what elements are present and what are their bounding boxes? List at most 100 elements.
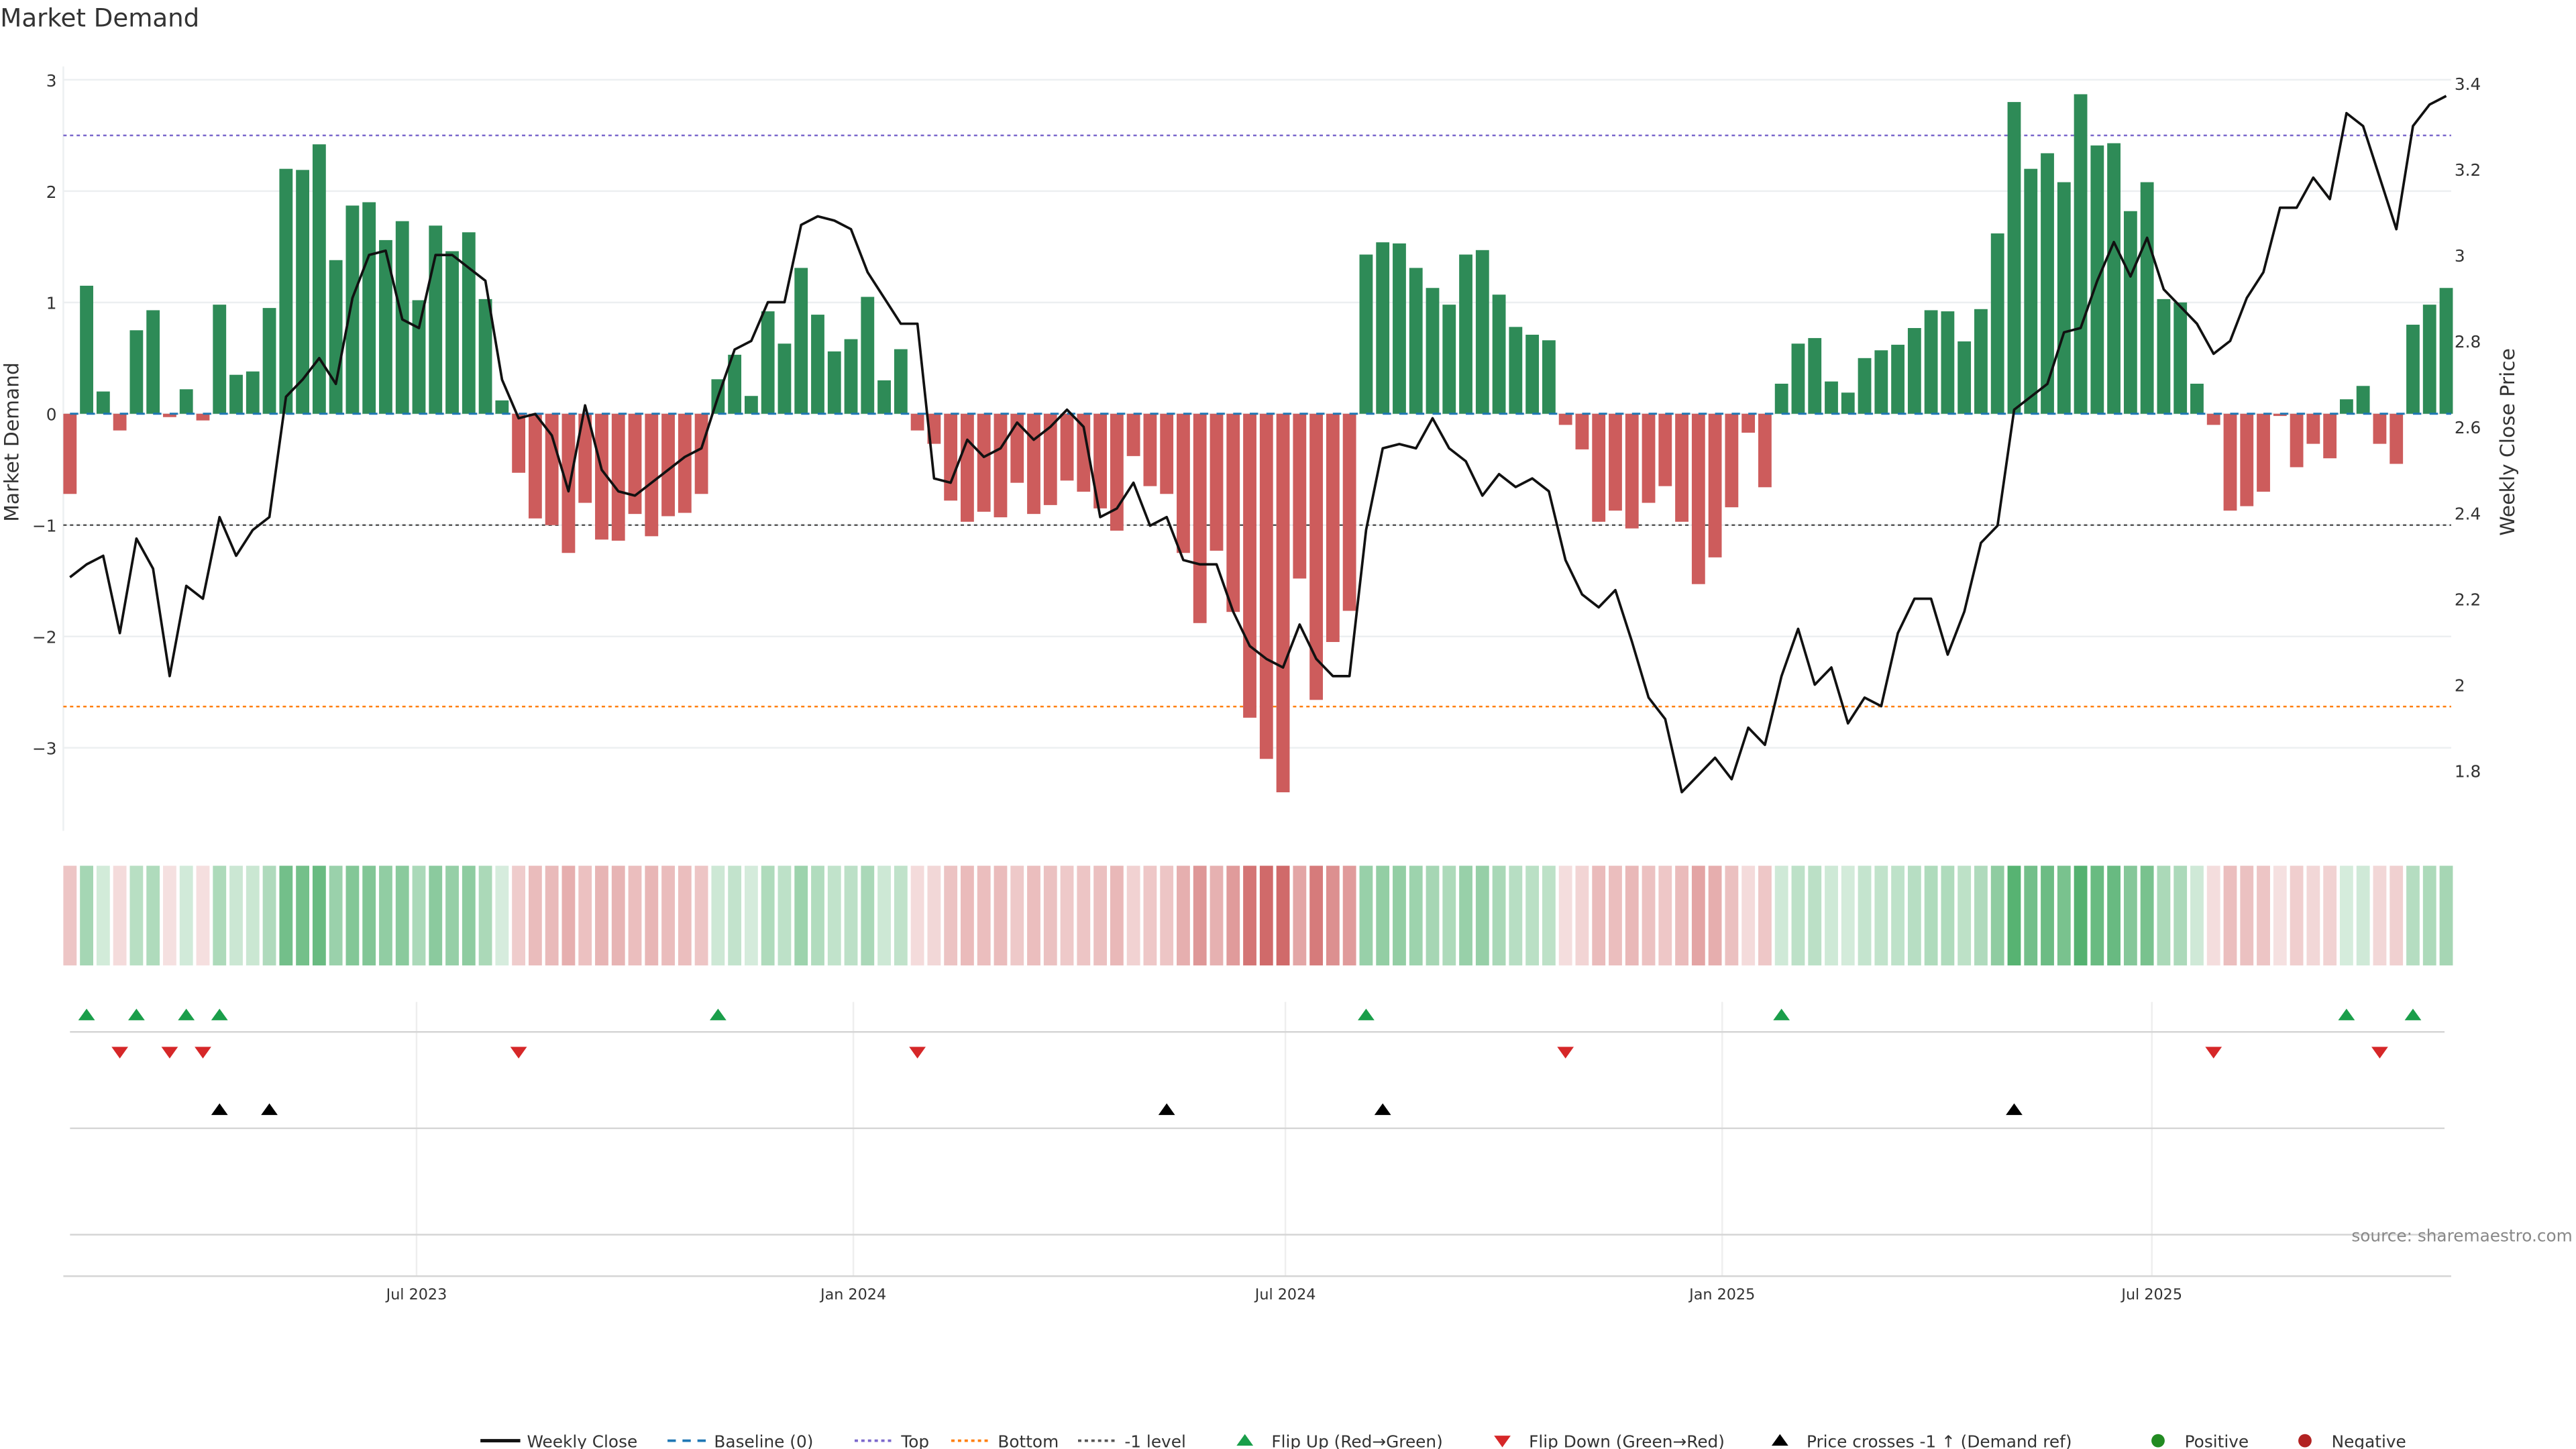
- demand-bar: [1825, 381, 1838, 414]
- heat-cell: [2257, 865, 2270, 966]
- heat-cell: [1160, 865, 1174, 966]
- heat-cell: [2024, 865, 2038, 966]
- heat-cell: [2123, 865, 2137, 966]
- heat-cell: [910, 865, 924, 966]
- flip-down-marker: [1557, 1046, 1574, 1059]
- heat-cell: [1010, 865, 1024, 966]
- demand-bar: [495, 400, 509, 414]
- heat-cell: [2206, 865, 2220, 966]
- heat-cell: [329, 865, 343, 966]
- legend-item: Positive: [2151, 1432, 2249, 1449]
- left-axis-label: Market Demand: [1, 362, 24, 522]
- demand-bar: [961, 413, 974, 522]
- heat-cell: [694, 865, 708, 966]
- demand-bar: [279, 168, 293, 414]
- heat-cell: [861, 865, 875, 966]
- heat-cell: [977, 865, 991, 966]
- demand-bar: [1193, 413, 1207, 623]
- heat-cell: [1509, 865, 1523, 966]
- right-tick-label: 1.8: [2455, 762, 2481, 782]
- demand-bar: [1376, 242, 1390, 414]
- legend-label: Top: [900, 1432, 929, 1449]
- heat-cell: [196, 865, 210, 966]
- demand-bar: [910, 413, 924, 431]
- demand-bar: [1177, 413, 1190, 553]
- demand-bar: [2257, 413, 2270, 492]
- heat-cell: [1359, 865, 1373, 966]
- demand-bar: [2422, 305, 2436, 414]
- legend-label: Price crosses -1 ↑ (Demand ref): [1807, 1432, 2072, 1449]
- demand-bar: [1592, 413, 1606, 522]
- demand-bar: [2123, 211, 2137, 414]
- source-note: source: sharemaestro.com: [2351, 1226, 2572, 1245]
- price-cross-marker: [211, 1103, 228, 1116]
- demand-bar: [1525, 334, 1540, 414]
- legend-item: Negative: [2298, 1432, 2406, 1449]
- heat-cell: [961, 865, 974, 966]
- heat-cell: [1243, 865, 1256, 966]
- heat-cell: [1808, 865, 1822, 966]
- demand-bar: [1542, 340, 1556, 414]
- right-axis: 3.4 3.2 3 2.8 2.6 2.4 2.2 2 1.8: [2455, 74, 2481, 782]
- heat-cell: [994, 865, 1008, 966]
- demand-bar: [1924, 310, 1938, 414]
- heat-cell: [1342, 865, 1356, 966]
- demand-bar: [1475, 250, 1489, 414]
- heat-cell: [1492, 865, 1506, 966]
- heat-cell: [1924, 865, 1938, 966]
- demand-bar: [179, 389, 193, 414]
- heat-cell: [512, 865, 526, 966]
- demand-bar: [1093, 413, 1107, 508]
- demand-bar: [2373, 413, 2387, 444]
- heat-cell: [1642, 865, 1656, 966]
- heat-cell: [645, 865, 659, 966]
- heat-cell: [628, 865, 642, 966]
- heat-cell: [1309, 865, 1324, 966]
- demand-bar: [1426, 288, 1440, 414]
- demand-bar: [1077, 413, 1091, 492]
- heat-cell: [1907, 865, 1921, 966]
- flip-up-marker: [2404, 1008, 2422, 1020]
- heat-cell: [1475, 865, 1489, 966]
- demand-bar: [1160, 413, 1174, 494]
- price-cross-marker: [2006, 1103, 2023, 1116]
- flip-up-marker: [178, 1008, 195, 1020]
- left-tick-label: 3: [46, 71, 57, 91]
- demand-bar: [2240, 413, 2254, 506]
- heat-cell: [827, 865, 841, 966]
- flip-up-marker: [709, 1008, 727, 1020]
- demand-bar: [628, 413, 642, 515]
- heat-cell: [478, 865, 492, 966]
- legend-item: Flip Up (Red→Green): [1236, 1432, 1443, 1449]
- demand-bar: [1774, 383, 1788, 414]
- right-axis-label: Weekly Close Price: [2496, 348, 2520, 536]
- flip-up-marker: [1773, 1008, 1790, 1020]
- heat-cell: [379, 865, 392, 966]
- demand-bar: [1409, 268, 1423, 414]
- demand-bar: [1326, 413, 1340, 643]
- heat-cell: [462, 865, 476, 966]
- heat-cell: [794, 865, 808, 966]
- demand-bar: [1210, 413, 1224, 551]
- legend-label: Flip Down (Green→Red): [1529, 1432, 1725, 1449]
- demand-bar: [1126, 413, 1140, 456]
- heat-cell: [113, 865, 127, 966]
- heat-cell: [1891, 865, 1904, 966]
- heat-cell: [1575, 865, 1589, 966]
- heat-cell: [2273, 865, 2287, 966]
- demand-bar: [861, 297, 875, 414]
- heat-cell: [1210, 865, 1224, 966]
- heat-cell: [246, 865, 260, 966]
- heat-cell: [2439, 865, 2453, 966]
- heat-cell: [312, 865, 326, 966]
- legend-item: Baseline (0): [667, 1432, 813, 1449]
- demand-bar: [694, 413, 708, 494]
- heat-cell: [661, 865, 675, 966]
- demand-bar: [811, 315, 824, 414]
- price-cross-marker: [261, 1103, 278, 1116]
- legend-circle-icon: [2151, 1434, 2165, 1448]
- right-tick-label: 2.2: [2455, 590, 2481, 609]
- demand-bar: [362, 202, 376, 414]
- heat-cell: [1193, 865, 1207, 966]
